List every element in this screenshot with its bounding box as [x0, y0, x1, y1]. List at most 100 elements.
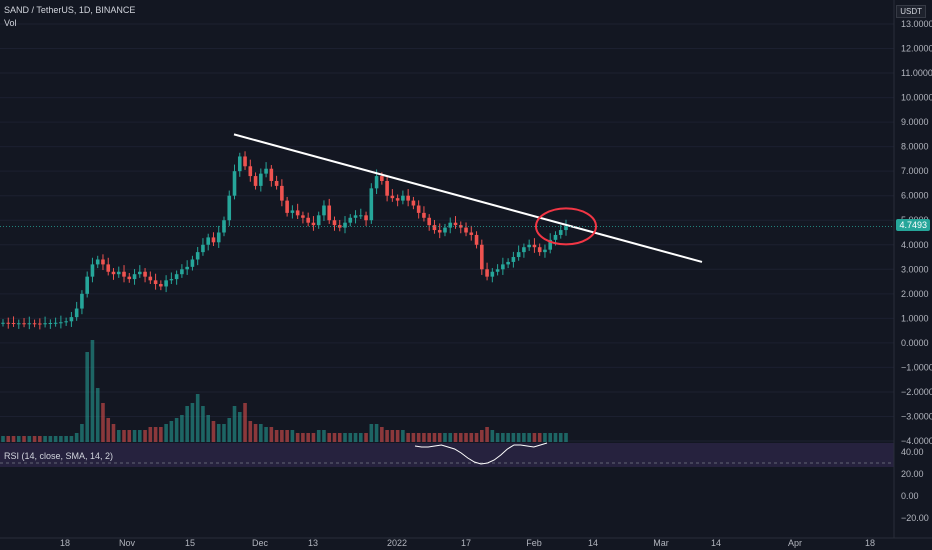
candle-body [74, 308, 79, 318]
volume-bars [1, 340, 568, 442]
time-tick-label: 15 [185, 538, 195, 548]
volume-bar [369, 424, 374, 442]
candle-body [274, 180, 279, 186]
candle-body [495, 269, 500, 272]
volume-bar [253, 424, 258, 442]
volume-bar [69, 436, 74, 442]
current-price-badge: 4.7493 [896, 219, 930, 232]
candle-body [32, 323, 37, 325]
rsi-line [414, 442, 548, 465]
price-tick-label: 6.0000 [901, 191, 929, 201]
volume-bar [348, 433, 353, 442]
volume-bar [227, 418, 232, 442]
volume-bar [222, 424, 226, 442]
volume-bar [553, 433, 558, 442]
rsi-legend[interactable]: RSI (14, close, SMA, 14, 2) [4, 451, 114, 461]
candle-body [332, 220, 337, 226]
candle-body [253, 176, 258, 186]
price-tick-label: −2.0000 [901, 387, 932, 397]
volume-bar [480, 430, 484, 442]
candle-body [232, 171, 237, 196]
candle-body [90, 264, 95, 277]
volume-bar [6, 436, 11, 442]
volume-bar [237, 412, 242, 442]
rsi-tick-label: 40.00 [901, 447, 924, 457]
candle-body [122, 271, 126, 277]
volume-bar [364, 433, 368, 442]
price-tick-label: −1.0000 [901, 362, 932, 372]
volume-bar [190, 403, 195, 442]
rsi-tick-label: −20.00 [901, 513, 929, 523]
candle-body [369, 188, 374, 221]
volume-bar [85, 352, 89, 442]
volume-bar [337, 433, 342, 442]
volume-bar [269, 427, 274, 442]
candle-body [248, 166, 253, 177]
volume-bar [132, 430, 137, 442]
volume-bar [416, 433, 421, 442]
volume-bar [322, 430, 326, 442]
volume-bar [195, 394, 200, 442]
volume-bar [64, 436, 68, 442]
candle-body [364, 215, 368, 221]
volume-legend[interactable]: Vol [4, 18, 17, 28]
candle-body [216, 232, 221, 243]
candle-body [516, 252, 521, 258]
volume-bar [48, 436, 53, 442]
volume-bar [74, 433, 79, 442]
candle-body [1, 322, 5, 324]
volume-bar [537, 433, 542, 442]
candle-body [501, 264, 505, 270]
price-tick-label: 0.0000 [901, 338, 929, 348]
volume-bar [259, 424, 263, 442]
time-tick-label: Apr [788, 538, 802, 548]
volume-bar [548, 433, 553, 442]
candle-body [59, 322, 63, 324]
volume-bar [406, 433, 410, 442]
currency-badge[interactable]: USDT [896, 5, 926, 18]
volume-bar [501, 433, 505, 442]
candle-body [522, 247, 526, 253]
candle-body [322, 205, 326, 216]
candlestick-series [1, 151, 568, 330]
time-tick-label: 13 [308, 538, 318, 548]
candle-body [169, 279, 174, 281]
time-tick-label: 18 [60, 538, 70, 548]
candle-body [343, 222, 347, 228]
volume-bar [385, 430, 389, 442]
candle-body [485, 269, 489, 277]
candle-body [316, 215, 321, 226]
candle-body [195, 252, 200, 260]
candle-body [190, 259, 195, 267]
candle-body [469, 232, 474, 235]
volume-bar [169, 421, 174, 442]
volume-bar [511, 433, 516, 442]
volume-bar [532, 433, 537, 442]
candle-body [211, 237, 216, 243]
candle-body [285, 200, 289, 213]
price-tick-label: 9.0000 [901, 117, 929, 127]
volume-bar [11, 436, 16, 442]
volume-bar [22, 436, 26, 442]
volume-bar [411, 433, 416, 442]
symbol-title[interactable]: SAND / TetherUS, 1D, BINANCE [4, 5, 136, 15]
volume-bar [306, 433, 310, 442]
candle-body [159, 284, 163, 287]
volume-bar [16, 436, 21, 442]
candle-body [553, 234, 558, 240]
candle-body [138, 271, 142, 275]
annotation-circle [535, 207, 597, 246]
volume-bar [185, 406, 189, 442]
price-tick-label: 13.0000 [901, 19, 932, 29]
candle-body [437, 230, 442, 233]
volume-bar [427, 433, 431, 442]
volume-bar [264, 427, 268, 442]
candle-body [543, 249, 547, 253]
time-tick-label: Mar [653, 538, 669, 548]
price-tick-label: 7.0000 [901, 166, 929, 176]
volume-bar [211, 421, 216, 442]
candle-body [353, 215, 358, 218]
volume-bar [285, 430, 289, 442]
candle-body [201, 244, 205, 253]
